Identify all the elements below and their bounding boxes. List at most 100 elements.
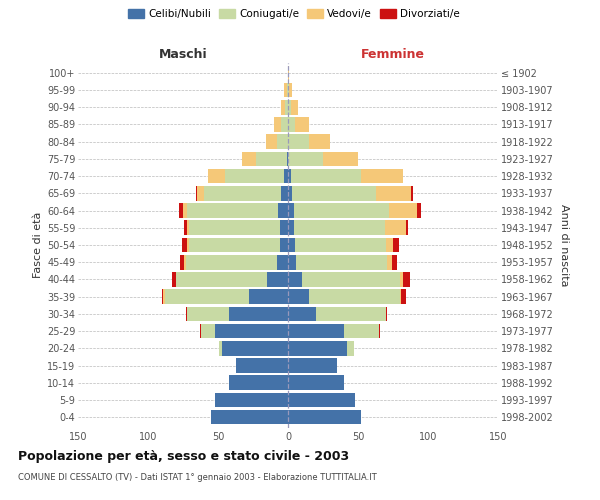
Bar bbox=[200, 324, 201, 338]
Bar bbox=[229, 376, 288, 390]
Bar bbox=[281, 117, 288, 132]
Bar bbox=[293, 220, 385, 235]
Bar bbox=[393, 238, 398, 252]
Bar bbox=[293, 203, 389, 218]
Bar bbox=[222, 341, 288, 355]
Bar bbox=[403, 272, 410, 287]
Bar bbox=[309, 134, 330, 149]
Bar bbox=[392, 255, 397, 270]
Bar bbox=[288, 341, 347, 355]
Bar bbox=[220, 341, 222, 355]
Bar bbox=[188, 238, 280, 252]
Bar bbox=[316, 306, 386, 321]
Bar bbox=[163, 290, 165, 304]
Bar bbox=[379, 324, 380, 338]
Bar bbox=[400, 272, 403, 287]
Bar bbox=[288, 306, 316, 321]
Bar bbox=[197, 186, 204, 200]
Bar bbox=[406, 220, 409, 235]
Bar bbox=[285, 100, 288, 114]
Bar bbox=[180, 255, 184, 270]
Bar bbox=[401, 290, 406, 304]
Bar bbox=[162, 290, 163, 304]
Bar bbox=[288, 66, 289, 80]
Bar bbox=[211, 410, 288, 424]
Bar bbox=[179, 203, 183, 218]
Bar bbox=[288, 290, 309, 304]
Bar bbox=[187, 238, 188, 252]
Bar bbox=[288, 220, 293, 235]
Bar bbox=[215, 324, 288, 338]
Bar bbox=[288, 134, 309, 149]
Bar bbox=[277, 134, 288, 149]
Bar bbox=[188, 220, 280, 235]
Bar bbox=[386, 306, 388, 321]
Bar bbox=[296, 255, 388, 270]
Bar bbox=[208, 169, 225, 184]
Bar bbox=[196, 186, 197, 200]
Bar bbox=[361, 169, 403, 184]
Bar bbox=[347, 341, 354, 355]
Bar bbox=[281, 100, 285, 114]
Bar bbox=[187, 203, 278, 218]
Bar bbox=[236, 358, 288, 373]
Bar bbox=[165, 290, 249, 304]
Bar bbox=[288, 324, 344, 338]
Bar bbox=[289, 82, 292, 98]
Bar bbox=[291, 169, 361, 184]
Bar bbox=[411, 186, 413, 200]
Bar bbox=[201, 324, 215, 338]
Bar bbox=[295, 238, 386, 252]
Bar bbox=[386, 238, 393, 252]
Bar bbox=[242, 152, 256, 166]
Bar bbox=[400, 290, 401, 304]
Bar bbox=[288, 169, 291, 184]
Bar bbox=[288, 358, 337, 373]
Bar bbox=[309, 290, 400, 304]
Bar bbox=[295, 117, 309, 132]
Bar bbox=[292, 186, 376, 200]
Bar bbox=[288, 100, 291, 114]
Bar bbox=[288, 272, 302, 287]
Bar bbox=[323, 152, 358, 166]
Bar bbox=[280, 238, 288, 252]
Bar bbox=[288, 186, 292, 200]
Bar bbox=[267, 272, 288, 287]
Bar bbox=[266, 134, 277, 149]
Bar bbox=[288, 152, 323, 166]
Bar bbox=[284, 169, 288, 184]
Bar bbox=[184, 220, 187, 235]
Bar bbox=[274, 117, 281, 132]
Bar bbox=[288, 255, 296, 270]
Bar bbox=[172, 272, 176, 287]
Bar bbox=[287, 82, 288, 98]
Bar bbox=[389, 203, 417, 218]
Text: Maschi: Maschi bbox=[158, 48, 208, 61]
Bar bbox=[280, 220, 288, 235]
Legend: Celibi/Nubili, Coniugati/e, Vedovi/e, Divorziati/e: Celibi/Nubili, Coniugati/e, Vedovi/e, Di… bbox=[124, 5, 464, 24]
Bar bbox=[229, 306, 288, 321]
Bar bbox=[256, 152, 287, 166]
Bar bbox=[187, 220, 188, 235]
Bar bbox=[184, 255, 186, 270]
Bar bbox=[385, 220, 406, 235]
Bar bbox=[417, 203, 421, 218]
Bar bbox=[288, 410, 361, 424]
Bar bbox=[215, 392, 288, 407]
Bar bbox=[186, 306, 187, 321]
Bar bbox=[225, 169, 284, 184]
Bar bbox=[344, 324, 379, 338]
Bar bbox=[302, 272, 400, 287]
Bar bbox=[376, 186, 411, 200]
Bar bbox=[183, 203, 187, 218]
Text: Popolazione per età, sesso e stato civile - 2003: Popolazione per età, sesso e stato civil… bbox=[18, 450, 349, 463]
Bar bbox=[277, 255, 288, 270]
Bar bbox=[186, 255, 277, 270]
Text: Femmine: Femmine bbox=[361, 48, 425, 61]
Bar bbox=[284, 82, 287, 98]
Bar bbox=[388, 255, 392, 270]
Bar bbox=[288, 82, 289, 98]
Bar bbox=[288, 392, 355, 407]
Bar bbox=[288, 376, 344, 390]
Bar bbox=[287, 152, 288, 166]
